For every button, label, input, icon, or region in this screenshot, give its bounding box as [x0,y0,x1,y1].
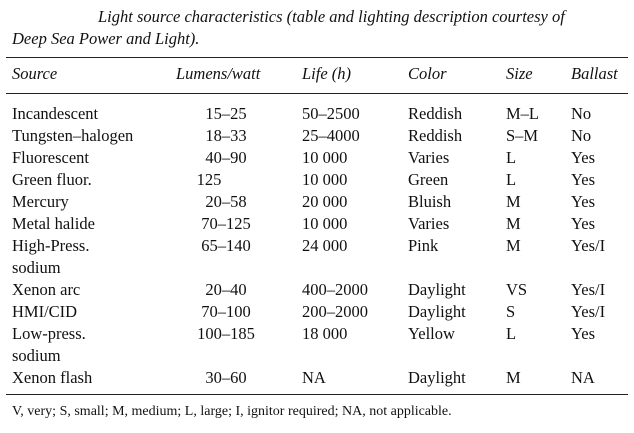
cell-life: 10 000 [302,170,348,189]
cell-lumens-per-watt: 15–25 [205,104,247,123]
cell-color: Pink [408,236,439,255]
cell-ballast: Yes/I [571,236,606,255]
cell-size: M [506,192,521,211]
cell-ballast: Yes [571,148,596,167]
header-lumens-per-watt: Lumens/watt [176,64,261,83]
cell-source: sodium [12,346,61,365]
cell-color: Bluish [408,192,452,211]
cell-life: 25–4000 [302,126,360,145]
cell-color: Reddish [408,104,463,123]
header-ballast: Ballast [571,64,618,83]
cell-lumens-per-watt: 40–90 [205,148,247,167]
cell-lumens-per-watt: 18–33 [205,126,247,145]
header-color: Color [408,64,447,83]
cell-life: 18 000 [302,324,348,343]
cell-lumens-per-watt: 30–60 [205,368,247,387]
cell-size: M [506,368,521,387]
cell-life: 400–2000 [302,280,368,299]
cell-ballast: Yes/I [571,302,606,321]
cell-size: M [506,214,521,233]
cell-color: Reddish [408,126,463,145]
header-life: Life (h) [302,64,352,83]
header-size: Size [506,64,533,83]
cell-lumens-per-watt: 100–185 [197,324,255,343]
cell-size: L [506,324,517,343]
cell-color: Varies [408,214,450,233]
cell-source: Xenon flash [12,368,93,387]
cell-source: sodium [12,258,61,277]
cell-source: Tungsten–halogen [12,126,134,145]
cell-color: Daylight [408,302,466,321]
cell-ballast: Yes [571,214,596,233]
cell-size: L [506,170,517,189]
cell-life: 20 000 [302,192,348,211]
cell-source: Fluorescent [12,148,89,167]
table-caption: Light source characteristics (table and … [12,6,624,50]
cell-source: Metal halide [12,214,95,233]
cell-source: High-Press. [12,236,90,255]
cell-source: Mercury [12,192,69,211]
cell-color: Green [408,170,449,189]
cell-size: L [506,148,517,167]
cell-size: S–M [506,126,539,145]
cell-lumens-per-watt: 20–58 [205,192,247,211]
cell-size: M [506,236,521,255]
cell-lumens-per-watt: 70–125 [201,214,251,233]
caption-line-2: Deep Sea Power and Light). [12,29,200,48]
cell-lumens-per-watt: 65–140 [201,236,251,255]
cell-color: Yellow [408,324,455,343]
cell-life: 200–2000 [302,302,368,321]
cell-life: 24 000 [302,236,348,255]
cell-source: Incandescent [12,104,99,123]
cell-source: Low-press. [12,324,86,343]
cell-size: M–L [506,104,539,123]
cell-ballast: NA [571,368,595,387]
cell-source: Green fluor. [12,170,92,189]
cell-ballast: Yes/I [571,280,606,299]
cell-color: Daylight [408,368,466,387]
cell-ballast: Yes [571,170,596,189]
cell-life: 10 000 [302,214,348,233]
table-footnote: V, very; S, small; M, medium; L, large; … [12,404,452,419]
cell-life: NA [302,368,326,387]
cell-ballast: Yes [571,324,596,343]
caption-line-1: Light source characteristics (table and … [98,7,565,26]
bottom-rule [6,394,628,395]
top-rule [6,57,628,58]
cell-ballast: No [571,126,592,145]
cell-source: Xenon arc [12,280,81,299]
cell-lumens-per-watt: 125 [196,170,222,189]
cell-color: Daylight [408,280,466,299]
header-rule [6,93,628,94]
cell-lumens-per-watt: 20–40 [205,280,247,299]
header-source: Source [12,64,58,83]
cell-life: 50–2500 [302,104,360,123]
cell-ballast: Yes [571,192,596,211]
cell-ballast: No [571,104,592,123]
cell-lumens-per-watt: 70–100 [201,302,251,321]
cell-source: HMI/CID [12,302,78,321]
cell-size: S [506,302,516,321]
cell-life: 10 000 [302,148,348,167]
cell-color: Varies [408,148,450,167]
cell-size: VS [506,280,528,299]
